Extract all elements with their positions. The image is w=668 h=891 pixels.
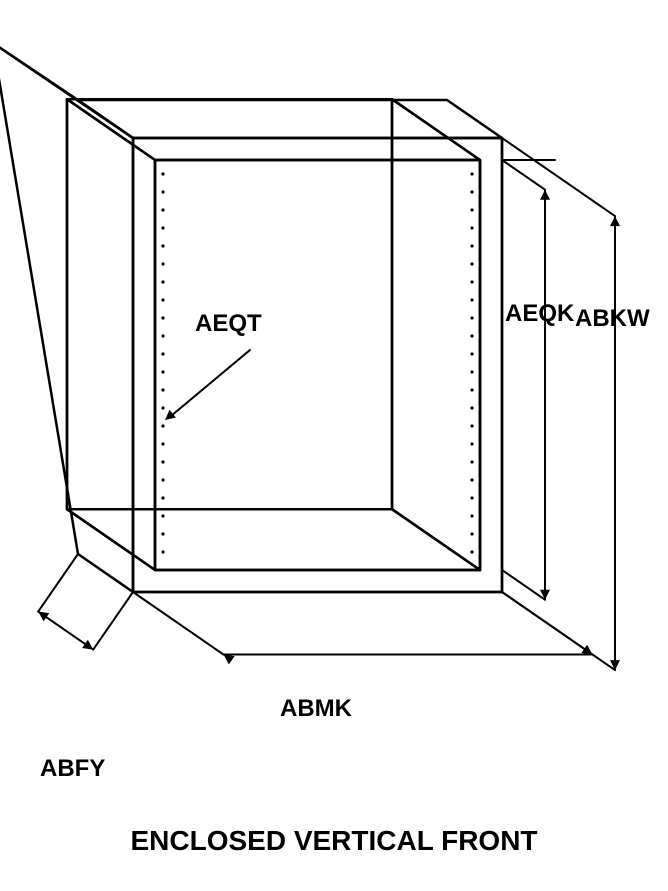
label-abmk: ABMK <box>280 695 352 723</box>
label-aeqk: AEQK <box>505 300 574 328</box>
label-abkw: ABKW <box>575 305 650 333</box>
diagram-title: ENCLOSED VERTICAL FRONT <box>0 825 668 857</box>
label-abfy: ABFY <box>40 755 105 783</box>
diagram-container: AEQT AEQK ABKW ABMK ABFY ENCLOSED VERTIC… <box>0 0 668 891</box>
label-aeqt: AEQT <box>195 310 262 338</box>
